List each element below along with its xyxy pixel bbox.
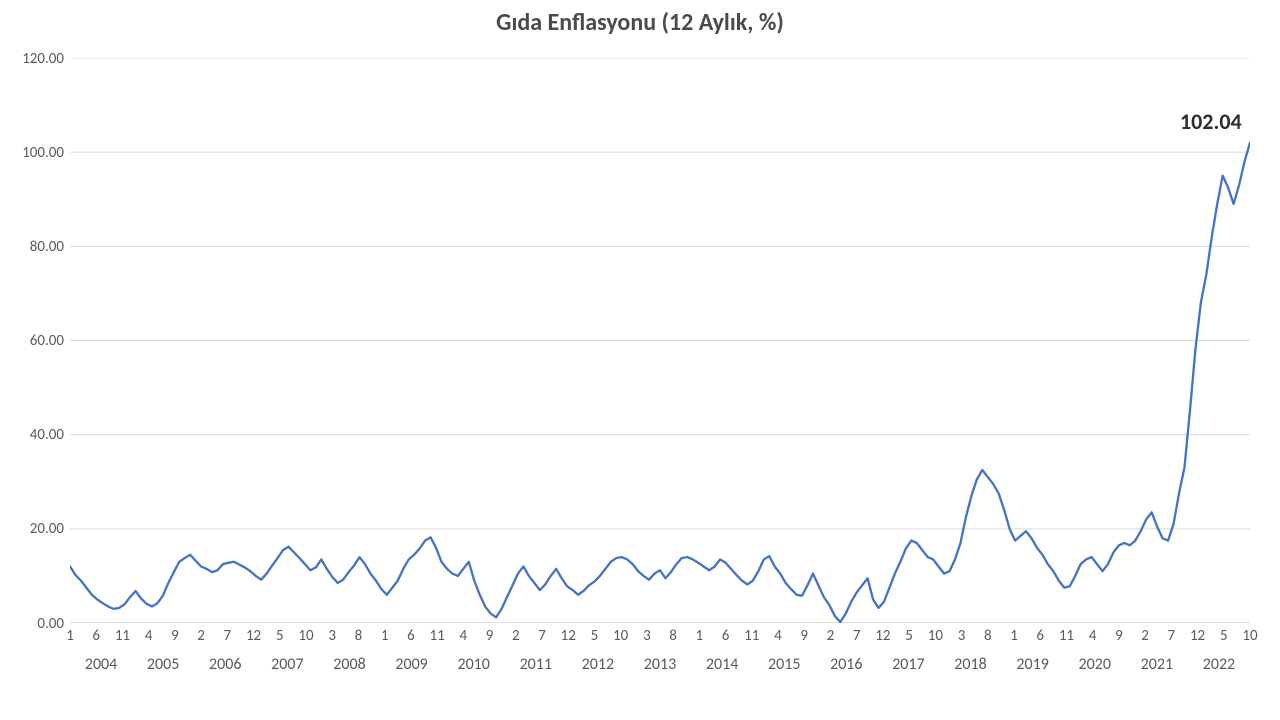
y-tick-label: 60.00 <box>30 332 64 350</box>
x-month-label: 11 <box>110 627 134 645</box>
x-month-label: 1 <box>1002 627 1026 645</box>
x-month-label: 9 <box>1107 627 1131 645</box>
x-year-label: 2021 <box>1126 654 1188 674</box>
x-month-label: 12 <box>1186 627 1210 645</box>
x-year-label: 2007 <box>256 654 318 674</box>
x-month-label: 8 <box>346 627 370 645</box>
x-month-label: 10 <box>923 627 947 645</box>
x-month-label: 9 <box>792 627 816 645</box>
x-month-label: 12 <box>242 627 266 645</box>
x-year-label: 2008 <box>318 654 380 674</box>
chart-container: Gıda Enflasyonu (12 Aylık, %) 102.04 0.0… <box>0 0 1280 720</box>
x-month-label: 7 <box>215 627 239 645</box>
x-year-label: 2010 <box>443 654 505 674</box>
x-month-label: 11 <box>740 627 764 645</box>
x-year-label: 2022 <box>1188 654 1250 674</box>
x-month-label: 4 <box>137 627 161 645</box>
x-month-label: 11 <box>425 627 449 645</box>
x-month-label: 1 <box>58 627 82 645</box>
x-month-label: 4 <box>451 627 475 645</box>
x-year-label: 2014 <box>691 654 753 674</box>
x-year-label: 2018 <box>939 654 1001 674</box>
x-year-label: 2005 <box>132 654 194 674</box>
y-tick-label: 40.00 <box>30 426 64 444</box>
x-month-label: 6 <box>1028 627 1052 645</box>
y-tick-label: 20.00 <box>30 520 64 538</box>
x-month-label: 6 <box>714 627 738 645</box>
x-month-label: 3 <box>320 627 344 645</box>
chart-svg <box>70 58 1250 623</box>
x-year-label: 2004 <box>70 654 132 674</box>
x-year-label: 2011 <box>505 654 567 674</box>
y-tick-label: 100.00 <box>22 144 64 162</box>
x-month-label: 8 <box>976 627 1000 645</box>
x-month-label: 5 <box>1212 627 1236 645</box>
x-month-label: 2 <box>504 627 528 645</box>
x-month-label: 11 <box>1054 627 1078 645</box>
x-year-label: 2006 <box>194 654 256 674</box>
x-month-label: 1 <box>687 627 711 645</box>
x-month-label: 7 <box>845 627 869 645</box>
x-year-label: 2017 <box>877 654 939 674</box>
x-month-label: 10 <box>294 627 318 645</box>
x-month-label: 1 <box>373 627 397 645</box>
x-year-label: 2016 <box>815 654 877 674</box>
x-month-label: 5 <box>897 627 921 645</box>
x-month-label: 5 <box>582 627 606 645</box>
x-month-label: 7 <box>1159 627 1183 645</box>
chart-title: Gıda Enflasyonu (12 Aylık, %) <box>0 8 1280 37</box>
y-tick-label: 120.00 <box>22 50 64 68</box>
y-tick-label: 80.00 <box>30 238 64 256</box>
x-month-label: 12 <box>556 627 580 645</box>
x-month-label: 10 <box>1238 627 1262 645</box>
x-month-label: 10 <box>609 627 633 645</box>
x-year-label: 2009 <box>381 654 443 674</box>
x-month-label: 12 <box>871 627 895 645</box>
x-month-label: 3 <box>950 627 974 645</box>
x-year-label: 2019 <box>1002 654 1064 674</box>
x-month-label: 9 <box>478 627 502 645</box>
x-year-label: 2013 <box>629 654 691 674</box>
x-month-label: 2 <box>818 627 842 645</box>
x-year-label: 2012 <box>567 654 629 674</box>
x-month-label: 4 <box>1081 627 1105 645</box>
plot-area <box>70 58 1250 623</box>
x-year-label: 2015 <box>753 654 815 674</box>
x-month-label: 2 <box>1133 627 1157 645</box>
x-month-label: 9 <box>163 627 187 645</box>
x-month-label: 6 <box>399 627 423 645</box>
x-month-label: 8 <box>661 627 685 645</box>
x-month-label: 5 <box>268 627 292 645</box>
last-value-label: 102.04 <box>1180 108 1242 135</box>
x-month-label: 2 <box>189 627 213 645</box>
x-month-label: 7 <box>530 627 554 645</box>
x-month-label: 6 <box>84 627 108 645</box>
x-month-label: 4 <box>766 627 790 645</box>
x-year-label: 2020 <box>1064 654 1126 674</box>
x-month-label: 3 <box>635 627 659 645</box>
